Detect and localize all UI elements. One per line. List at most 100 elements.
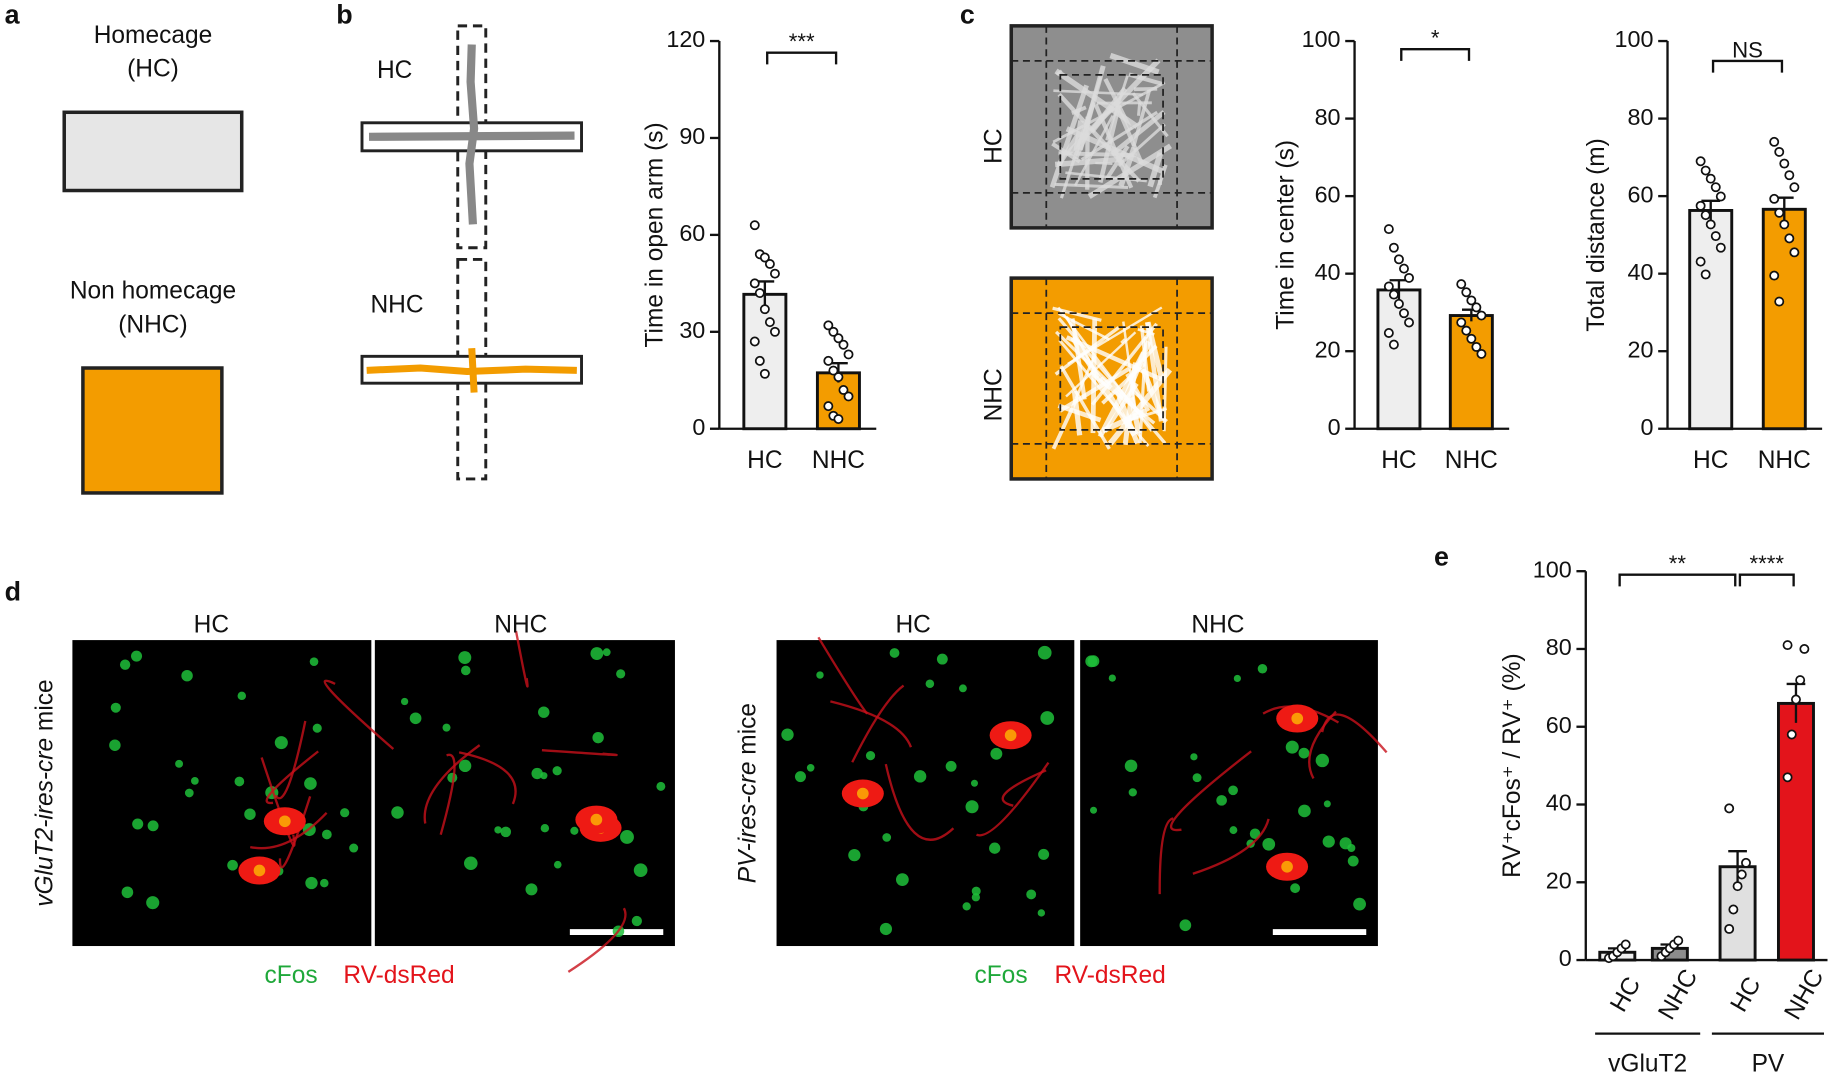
neurite: [323, 679, 395, 750]
stain-label: RV-dsRed: [343, 962, 454, 989]
data-point: [823, 355, 834, 366]
neurite: [439, 753, 456, 836]
cfos-nucleus: [794, 771, 806, 783]
cfos-nucleus: [959, 684, 967, 693]
data-point: [1710, 182, 1721, 193]
rv-nucleus: [1004, 729, 1017, 742]
x-tick-label: NHC: [1653, 965, 1703, 1025]
data-point: [1399, 308, 1409, 319]
cfos-nucleus: [895, 873, 909, 887]
cfos-nucleus: [889, 648, 900, 658]
cfos-nucleus: [119, 659, 131, 670]
maze-label: HC: [377, 57, 412, 84]
genotype: vGluT2-ires-cre: [32, 738, 59, 907]
cfos-nucleus: [1229, 826, 1238, 835]
cfos-nucleus: [458, 651, 472, 665]
x-tick-label: HC: [747, 447, 782, 474]
data-point: [1779, 158, 1790, 169]
cfos-nucleus: [1315, 753, 1330, 768]
cfos-nucleus: [538, 706, 550, 718]
data-point: [1732, 881, 1743, 892]
significance-bracket: [1400, 48, 1471, 61]
significance-bracket: [1738, 573, 1795, 587]
trace-gap: [1058, 366, 1131, 413]
data-point: [764, 317, 775, 328]
y-tick-label: 0: [1328, 414, 1341, 440]
cfos-nucleus: [525, 883, 538, 896]
x-tick-label: HC: [1725, 972, 1766, 1016]
data-point: [828, 326, 839, 337]
cfos-nucleus: [442, 723, 451, 732]
data-point: [1784, 233, 1795, 244]
cfos-nucleus: [1087, 655, 1100, 667]
cfos-nucleus: [925, 679, 935, 689]
cfos-nucleus: [620, 830, 634, 844]
y-tick-label: 30: [679, 317, 705, 343]
neurite: [541, 749, 618, 757]
cfos-nucleus: [320, 878, 329, 888]
cfos-nucleus: [409, 712, 422, 725]
trace-gap: [1080, 110, 1159, 161]
neurite: [976, 761, 1050, 837]
data-point: [769, 268, 780, 279]
neurite: [423, 744, 481, 824]
y-axis-label: Total distance (m): [1583, 138, 1610, 331]
neurite: [278, 796, 312, 869]
data-point: [1774, 296, 1785, 307]
cfos-nucleus: [1037, 645, 1052, 660]
data-point: [843, 391, 854, 402]
data-point: [749, 278, 760, 289]
panel-label: c: [960, 0, 975, 30]
panel-label: a: [5, 0, 21, 30]
data-point: [1466, 333, 1477, 344]
cfos-nucleus: [989, 842, 1001, 854]
data-point: [1404, 272, 1414, 283]
cfos-nucleus: [464, 856, 478, 871]
significance-label: ****: [1750, 551, 1785, 576]
cfos-nucleus: [965, 800, 979, 814]
y-tick-label: 40: [1628, 259, 1654, 285]
cfos-nucleus: [340, 808, 350, 818]
micrographs: [72, 630, 1388, 973]
stain-label: cFos: [264, 962, 317, 989]
cfos-nucleus: [234, 776, 245, 787]
y-tick-label: 40: [1546, 790, 1572, 816]
significance-label: *: [1431, 26, 1440, 51]
maze-hc: [360, 24, 583, 250]
rv-nucleus: [590, 813, 603, 826]
cfos-nucleus: [146, 896, 160, 910]
neurite: [458, 751, 517, 805]
y-axis-label: Time in open arm (s): [642, 122, 669, 347]
cfos-nucleus: [494, 826, 502, 834]
significance-label: NS: [1732, 37, 1763, 62]
y-tick-label: 60: [1546, 712, 1572, 738]
y-tick-label: 80: [1546, 634, 1572, 660]
trace-gap: [1147, 152, 1164, 188]
data-point: [1700, 165, 1711, 176]
trace-gap: [1145, 321, 1165, 380]
data-point: [843, 349, 854, 360]
cfos-nucleus: [391, 806, 404, 819]
bar: [1688, 209, 1734, 431]
data-point: [749, 336, 760, 347]
data-point: [823, 401, 834, 412]
data-point: [1715, 191, 1726, 202]
trace-gap: [1074, 355, 1096, 400]
data-point: [1789, 247, 1800, 258]
neurite: [884, 763, 955, 841]
data-point: [1700, 210, 1711, 221]
data-point: [1388, 242, 1399, 253]
open-field-nhc: [1009, 276, 1214, 481]
data-point: [823, 320, 834, 331]
cfos-nucleus: [1262, 837, 1276, 851]
data-point: [1471, 341, 1482, 352]
data-point: [1476, 310, 1487, 321]
cfos-nucleus: [540, 824, 550, 833]
data-point: [1388, 339, 1399, 350]
cfos-nucleus: [244, 808, 256, 820]
trace-gap: [1054, 182, 1129, 190]
cfos-nucleus: [848, 848, 861, 862]
x-tick-label: NHC: [1445, 447, 1498, 474]
neurite: [1192, 818, 1270, 875]
data-point: [1774, 207, 1785, 218]
